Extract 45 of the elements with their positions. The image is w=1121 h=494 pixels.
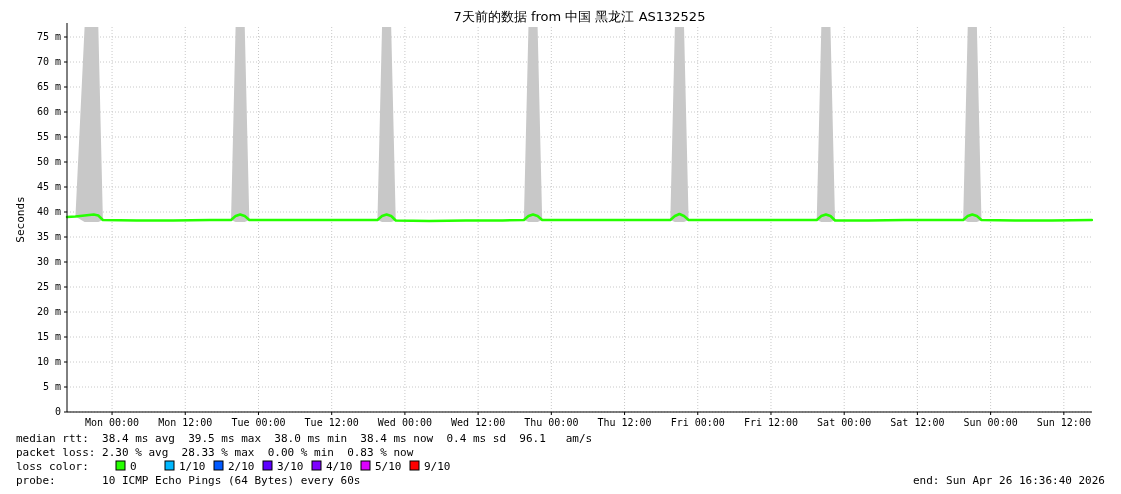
- x-tick-label: Fri 00:00: [670, 417, 725, 428]
- x-tick-label: Sun 00:00: [963, 417, 1018, 428]
- legend-label: 2/10: [228, 460, 255, 473]
- chart-title: 7天前的数据 from 中国 黑龙江 AS132525: [453, 9, 706, 24]
- text: median rtt: 38.4 ms avg 39.5 ms max 38.0 ms min 38.4 ms now 0.4 ms sd 96.1 am/s: [16, 432, 593, 445]
- y-tick-label: 25 m: [36, 281, 61, 292]
- x-tick-label: Sat 00:00: [817, 417, 872, 428]
- text: packet loss: 2.30 % avg 28.33 % max 0.00 % min 0.83 % now: [16, 446, 414, 459]
- text: end: Sun Apr 26 16:36:40 2026: [912, 474, 1105, 487]
- y-tick-label: 70 m: [36, 56, 61, 67]
- x-tick-label: Mon 12:00: [158, 417, 213, 428]
- y-tick-label: 75 m: [36, 31, 61, 42]
- y-tick-label: 65 m: [36, 81, 61, 92]
- y-tick-label: 30 m: [36, 256, 61, 267]
- x-tick-label: Fri 12:00: [743, 417, 799, 428]
- y-tick-label: 20 m: [36, 306, 61, 317]
- x-tick-label: Mon 00:00: [84, 417, 140, 428]
- x-tick-label: Sat 12:00: [890, 417, 945, 428]
- y-tick-label: 45 m: [36, 181, 61, 192]
- y-tick-label: 15 m: [36, 331, 61, 342]
- y-tick-label: 10 m: [36, 356, 61, 367]
- y-tick-label: 35 m: [36, 231, 61, 242]
- line-series: [65, 212, 1094, 223]
- legend-label: 5/10: [375, 460, 402, 473]
- text: probe: 10 ICMP Echo Pings (64 Bytes) every 60s: [16, 474, 361, 487]
- x-tick-label: Wed 00:00: [377, 417, 432, 428]
- legend-title: loss color:: [16, 460, 89, 473]
- y-tick-label: 0: [54, 406, 61, 417]
- x-tick-label: Thu 12:00: [597, 417, 652, 428]
- x-tick-label: Sun 12:00: [1036, 417, 1091, 428]
- legend-label: 3/10: [277, 460, 304, 473]
- y-tick-label: 40 m: [36, 206, 61, 217]
- y-tick-label: 55 m: [36, 131, 61, 142]
- x-tick-label: Tue 12:00: [304, 417, 359, 428]
- y-axis-title: Seconds: [14, 196, 27, 243]
- y-tick-label: 5 m: [42, 381, 61, 392]
- legend-label: 4/10: [326, 460, 353, 473]
- legend-label: 0: [130, 460, 137, 473]
- y-tick-label: 60 m: [36, 106, 61, 117]
- x-tick-label: Thu 00:00: [524, 417, 579, 428]
- legend-label: 9/10: [424, 460, 451, 473]
- y-tick-label: 50 m: [36, 156, 61, 167]
- x-tick-label: Tue 00:00: [231, 417, 286, 428]
- x-tick-label: Wed 12:00: [451, 417, 506, 428]
- legend-label: 1/10: [179, 460, 206, 473]
